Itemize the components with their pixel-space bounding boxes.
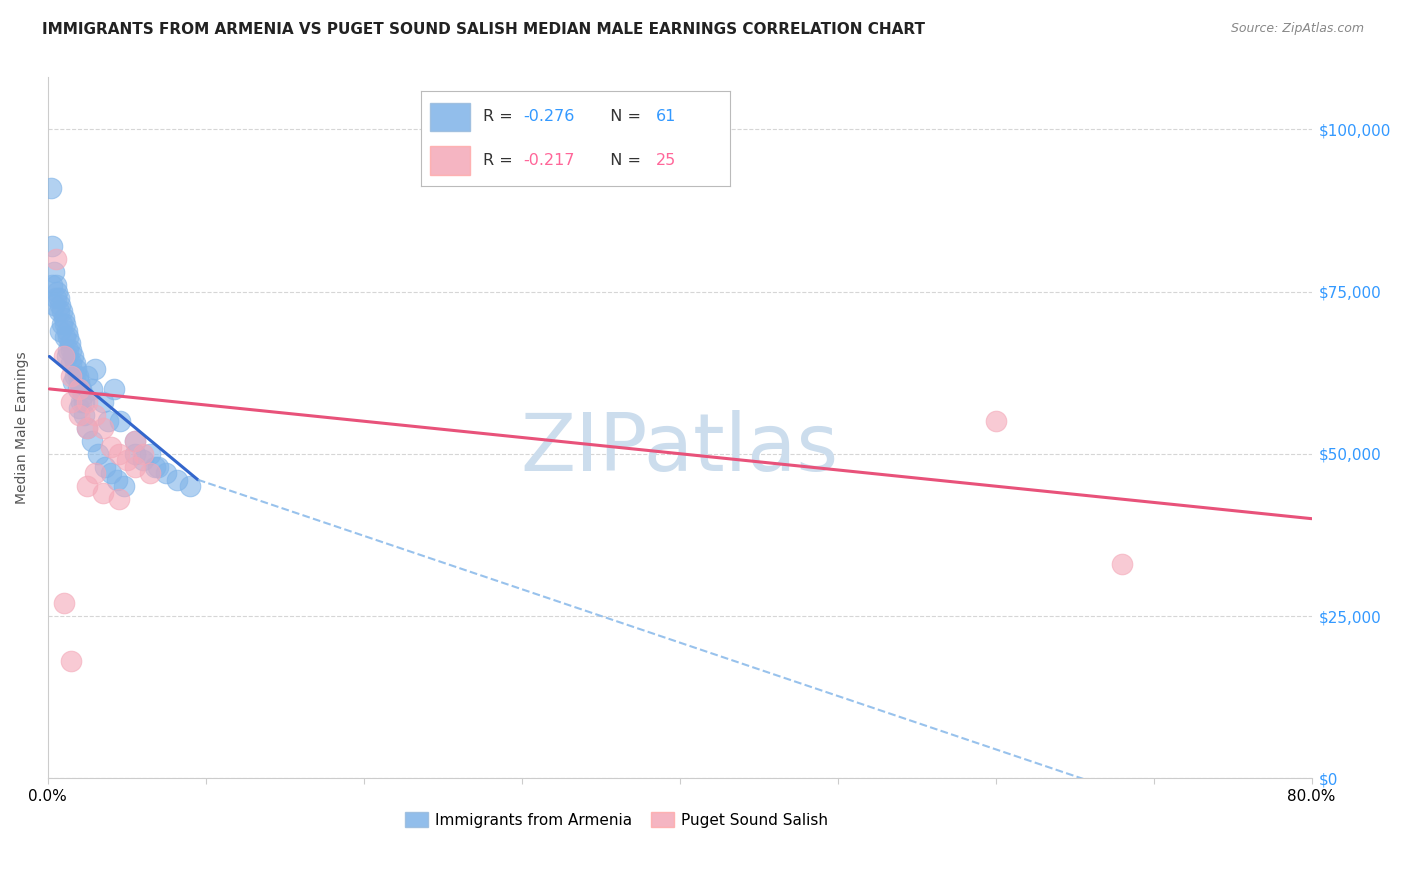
Point <box>60 655 83 669</box>
Point <box>58 330 80 344</box>
Point <box>124 447 146 461</box>
Point <box>59 336 82 351</box>
Point <box>100 467 122 481</box>
Point <box>55 324 77 338</box>
Point <box>63 368 86 383</box>
Point <box>60 368 83 383</box>
Point <box>100 440 122 454</box>
Point <box>139 467 162 481</box>
Point <box>48 291 70 305</box>
Point <box>91 485 114 500</box>
Point <box>84 467 107 481</box>
Point <box>105 473 128 487</box>
Point <box>60 356 83 370</box>
Point <box>76 421 98 435</box>
Point <box>139 447 162 461</box>
Point <box>48 304 70 318</box>
Point <box>143 459 166 474</box>
Point <box>124 434 146 448</box>
Point <box>55 350 77 364</box>
Point <box>51 304 73 318</box>
Point <box>76 368 98 383</box>
Point <box>166 473 188 487</box>
Point <box>103 382 125 396</box>
Point <box>115 453 138 467</box>
Point <box>41 278 63 293</box>
Point <box>41 239 63 253</box>
Point <box>1111 557 1133 571</box>
Point <box>45 278 67 293</box>
Point <box>67 382 90 396</box>
Point <box>62 376 84 390</box>
Point <box>60 343 83 357</box>
Point <box>84 362 107 376</box>
Point <box>39 180 62 194</box>
Point <box>49 324 72 338</box>
Point <box>66 382 89 396</box>
Point <box>42 297 65 311</box>
Point <box>45 252 67 266</box>
Point <box>45 291 67 305</box>
Point <box>124 434 146 448</box>
Point <box>51 317 73 331</box>
Point <box>179 479 201 493</box>
Y-axis label: Median Male Earnings: Median Male Earnings <box>15 351 30 504</box>
Point <box>66 368 89 383</box>
Point <box>62 350 84 364</box>
Point <box>58 343 80 357</box>
Point <box>70 382 93 396</box>
Point <box>93 459 115 474</box>
Point <box>73 408 96 422</box>
Point <box>76 395 98 409</box>
Point <box>53 317 76 331</box>
Point <box>42 265 65 279</box>
Point <box>124 459 146 474</box>
Point <box>52 350 75 364</box>
Point <box>72 388 94 402</box>
Point <box>76 421 98 435</box>
Point <box>131 447 153 461</box>
Point <box>49 297 72 311</box>
Point <box>67 376 90 390</box>
Point <box>80 434 103 448</box>
Point <box>60 395 83 409</box>
Point <box>97 414 120 428</box>
Point <box>108 447 131 461</box>
Point <box>91 421 114 435</box>
Point <box>155 467 177 481</box>
Point <box>52 596 75 610</box>
Point <box>84 408 107 422</box>
Point <box>67 408 90 422</box>
Point <box>112 479 135 493</box>
Point <box>131 453 153 467</box>
Point <box>108 492 131 507</box>
Text: ZIPatlas: ZIPatlas <box>520 409 839 488</box>
Point <box>984 414 1007 428</box>
Text: IMMIGRANTS FROM ARMENIA VS PUGET SOUND SALISH MEDIAN MALE EARNINGS CORRELATION C: IMMIGRANTS FROM ARMENIA VS PUGET SOUND S… <box>42 22 925 37</box>
Point <box>87 447 110 461</box>
Point <box>63 356 86 370</box>
Point <box>80 382 103 396</box>
Point <box>65 362 87 376</box>
Point <box>46 285 69 299</box>
Point <box>67 401 90 416</box>
Point <box>110 414 132 428</box>
Legend: Immigrants from Armenia, Puget Sound Salish: Immigrants from Armenia, Puget Sound Sal… <box>399 805 834 834</box>
Point <box>76 479 98 493</box>
Text: Source: ZipAtlas.com: Source: ZipAtlas.com <box>1230 22 1364 36</box>
Point <box>73 395 96 409</box>
Point <box>148 459 170 474</box>
Point <box>53 330 76 344</box>
Point <box>70 395 93 409</box>
Point <box>91 395 114 409</box>
Point <box>52 310 75 325</box>
